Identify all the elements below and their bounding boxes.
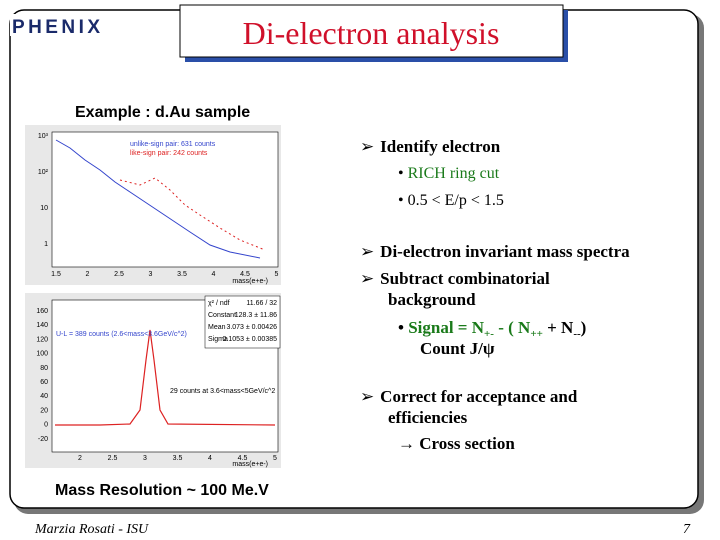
x-tick-label: 2.5 [108, 455, 118, 462]
y-tick-label: 10² [38, 169, 49, 176]
x-tick-label: 2 [86, 271, 90, 278]
x-tick-label: 2.5 [114, 271, 124, 278]
bullet-cont: efficiencies [388, 408, 468, 427]
curve [119, 177, 266, 251]
title: Di-electron analysis [243, 15, 500, 51]
count: Count J/ψ [420, 339, 495, 358]
annotation: U-L = 389 counts (2.6<mass<3.6GeV/c^2) [56, 331, 187, 338]
author: Marzia Rosati - ISU [34, 522, 149, 537]
y-tick-label: 80 [40, 365, 48, 372]
bullet-cont: background [388, 290, 476, 309]
stats-cell: 11.66 / 32 [246, 300, 277, 307]
y-tick-label: 20 [40, 407, 48, 414]
bullet: ➢ Subtract combinatorial [360, 269, 550, 289]
x-tick-label: 3 [143, 455, 147, 462]
plot-frame [51, 131, 279, 268]
x-tick-label: 2 [78, 455, 82, 462]
y-tick-label: -20 [38, 436, 48, 443]
x-tick-label: 3.5 [177, 271, 187, 278]
legend-entry: unlike-sign pair: 631 counts [130, 141, 216, 148]
plot-1: unlike-sign pair: 631 counts like-sign pa… [25, 125, 281, 285]
x-tick-label: 3 [149, 271, 153, 278]
y-tick-label: 140 [36, 322, 48, 329]
bullet: ➢ Di-electron invariant mass spectra [360, 242, 630, 262]
sub-bullet: • RICH ring cut [398, 165, 500, 182]
resolution: Mass Resolution ~ 100 Me.V [55, 482, 269, 499]
fit-curve [55, 329, 276, 426]
result: → Cross section [398, 434, 515, 453]
y-tick-label: 0 [44, 422, 48, 429]
y-tick-label: 160 [36, 308, 48, 315]
x-tick-label: 5 [273, 455, 277, 462]
logo: PHENIX [12, 17, 100, 38]
stats-cell: χ² / ndf [208, 300, 230, 307]
x-tick-label: 1.5 [51, 271, 61, 278]
stats-cell: 0.1053 ± 0.00385 [223, 336, 278, 343]
legend-entry: like-sign pair: 242 counts [130, 150, 208, 157]
y-tick-label: 10³ [38, 133, 49, 140]
title-box [179, 4, 564, 58]
y-tick-label: 40 [40, 393, 48, 400]
x-tick-label: 3.5 [173, 455, 183, 462]
stats-cell: Constant [208, 312, 236, 319]
y-tick-label: 1 [44, 241, 48, 248]
annotation: 29 counts at 3.6<mass<5GeV/c^2 [170, 388, 275, 395]
logo-bg [10, 14, 102, 36]
page-number: 7 [683, 522, 691, 537]
y-tick-label: 120 [36, 336, 48, 343]
bullet: ➢ Correct for acceptance and [360, 387, 578, 407]
stats-box [204, 295, 281, 349]
stats-cell: Mean [208, 324, 226, 331]
x-tick-label: 4.5 [238, 455, 248, 462]
stats-cell: Sigma [208, 336, 228, 343]
x-axis-label: mass(e+e-) [232, 461, 268, 468]
x-tick-label: 4 [208, 455, 212, 462]
x-tick-label: 4 [212, 271, 216, 278]
y-tick-label: 10 [40, 205, 48, 212]
y-tick-label: 100 [36, 351, 48, 358]
stats-cell: 3.073 ± 0.00426 [226, 324, 277, 331]
y-tick-label: 60 [40, 379, 48, 386]
curve [55, 139, 261, 259]
subtitle: Example : d.Au sample [75, 104, 250, 121]
x-tick-label: 5 [275, 271, 279, 278]
stats-cell: 128.3 ± 11.86 [235, 312, 277, 319]
sub-bullet: • 0.5 < E/p < 1.5 [398, 192, 504, 209]
x-tick-label: 4.5 [240, 271, 250, 278]
bullet: ➢ Identify electron [360, 137, 501, 157]
x-axis-label: mass(e+e-) [232, 278, 268, 285]
